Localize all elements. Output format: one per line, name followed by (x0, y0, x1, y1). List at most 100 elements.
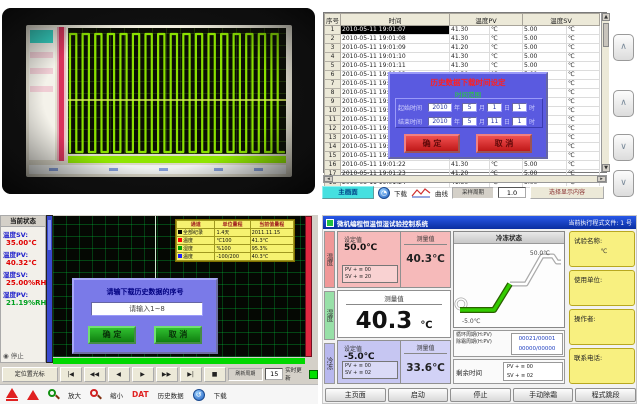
download-label[interactable]: 下载 (394, 189, 407, 198)
full-view-icon[interactable] (6, 388, 18, 401)
value-cell[interactable]: ℃ (565, 88, 601, 98)
curve-nav-button[interactable]: ▶ (131, 366, 154, 382)
row-index-cell[interactable]: 6 (324, 70, 341, 80)
stop-button[interactable]: 停止 (450, 388, 511, 402)
value-cell[interactable]: ℃ (565, 133, 601, 143)
value-cell[interactable]: ℃ (565, 79, 601, 89)
zoom-in-label[interactable]: 放大 (68, 391, 81, 400)
date-field[interactable] (462, 102, 478, 112)
table-vscrollbar[interactable]: ▲ ▼ (601, 13, 610, 172)
table-row[interactable]: 4 2010-05-11 19:01:10 41.30 ℃ 5.00 ℃ (324, 52, 601, 62)
value-cell[interactable]: 5.00 (522, 43, 567, 53)
value-cell[interactable]: 41.30 (449, 61, 490, 71)
row-index-cell[interactable]: 8 (324, 88, 341, 98)
date-field[interactable] (512, 116, 528, 126)
value-cell[interactable]: 5.00 (522, 25, 567, 35)
value-cell[interactable]: 5.00 (522, 160, 567, 170)
page-up-button[interactable]: ∧ (613, 34, 634, 61)
time-cell[interactable]: 2010-05-11 19:01:11 (340, 61, 450, 71)
date-field[interactable] (462, 116, 478, 126)
row-index-cell[interactable]: 4 (324, 52, 341, 62)
info-card[interactable]: 使用单位: (569, 270, 635, 306)
program-skip-button[interactable]: 程式跳段 (575, 388, 636, 402)
time-cell[interactable]: 2010-05-11 19:01:10 (340, 52, 450, 62)
value-cell[interactable]: ℃ (489, 34, 523, 44)
value-cell[interactable]: ℃ (489, 25, 523, 35)
value-cell[interactable]: 5.00 (522, 34, 567, 44)
row-index-cell[interactable]: 15 (324, 151, 341, 161)
col-temp-pv[interactable]: 温度PV (449, 13, 523, 26)
zoom-out-label[interactable]: 缩小 (110, 391, 123, 400)
freeze-ramp-box[interactable]: PV + ≡ 00 SV + ≡ 02 (342, 361, 398, 379)
page-down-button[interactable]: ∨ (613, 134, 634, 161)
row-index-cell[interactable]: 16 (324, 160, 341, 170)
page-down-button[interactable]: ∨ (613, 170, 634, 197)
info-card[interactable]: 操作者: (569, 309, 635, 345)
ok-button[interactable]: 确 定 (88, 326, 136, 344)
value-cell[interactable]: ℃ (565, 25, 601, 35)
main-screen-button[interactable]: 主画面 (322, 186, 374, 199)
value-cell[interactable]: 41.20 (449, 43, 490, 53)
row-index-cell[interactable]: 14 (324, 142, 341, 152)
row-index-cell[interactable]: 2 (324, 34, 341, 44)
table-row[interactable]: 1 2010-05-11 19:01:07 41.30 ℃ 5.00 ℃ (324, 25, 601, 35)
date-field[interactable] (487, 116, 503, 126)
time-cell[interactable]: 2010-05-11 19:01:08 (340, 34, 450, 44)
value-cell[interactable]: 5.00 (522, 52, 567, 62)
date-field[interactable] (428, 102, 452, 112)
value-cell[interactable]: ℃ (489, 52, 523, 62)
cancel-button[interactable]: 取 消 (154, 326, 202, 344)
scroll-right-icon[interactable]: ▸ (597, 176, 606, 182)
info-card[interactable]: 试验名称: ℃ (569, 231, 635, 267)
value-cell[interactable]: 5.00 (522, 61, 567, 71)
curve-nav-button[interactable]: ■ (203, 366, 226, 382)
main-page-button[interactable]: 主页面 (325, 388, 386, 402)
table-row[interactable]: 2 2010-05-11 19:01:08 41.30 ℃ 5.00 ℃ (324, 34, 601, 44)
scroll-down-icon[interactable]: ▼ (602, 164, 610, 172)
zoom-in-icon[interactable] (48, 389, 60, 400)
curve-nav-button[interactable]: ◀◀ (83, 366, 106, 382)
date-field[interactable] (428, 116, 452, 126)
col-no[interactable]: 序号 (324, 13, 341, 26)
manual-defrost-button[interactable]: 手动除霜 (512, 388, 574, 402)
start-button[interactable]: 启动 (387, 388, 449, 402)
curve-label[interactable]: 曲线 (435, 189, 448, 198)
value-cell[interactable]: ℃ (565, 70, 601, 80)
value-cell[interactable]: 41.30 (449, 52, 490, 62)
value-cell[interactable]: ℃ (565, 124, 601, 134)
dat-label[interactable]: DAT (132, 390, 149, 399)
tab-humidity[interactable]: 湿度 (324, 291, 335, 340)
select-display-button[interactable]: 选择显示内容 (530, 186, 604, 199)
value-cell[interactable]: ℃ (565, 106, 601, 116)
time-cell[interactable]: 2010-05-11 19:01:22 (340, 160, 450, 170)
sidebar-scroll-thumb[interactable] (48, 220, 51, 250)
curve-nav-button[interactable]: ▶| (179, 366, 202, 382)
globe-icon[interactable]: ◔ (378, 186, 390, 199)
up-triangle-icon[interactable] (27, 389, 39, 400)
cancel-button[interactable]: 取 消 (476, 134, 532, 153)
date-field[interactable] (487, 102, 503, 112)
value-cell[interactable]: ℃ (489, 61, 523, 71)
row-index-cell[interactable]: 11 (324, 115, 341, 125)
value-cell[interactable]: ℃ (565, 97, 601, 107)
date-field[interactable] (512, 102, 528, 112)
tab-freeze[interactable]: 冷冻 (324, 343, 335, 384)
value-cell[interactable]: ℃ (489, 160, 523, 170)
scroll-thumb[interactable] (603, 23, 609, 47)
time-cell[interactable]: 2010-05-11 19:01:09 (340, 43, 450, 53)
zoom-out-icon[interactable] (90, 389, 102, 400)
row-index-cell[interactable]: 12 (324, 124, 341, 134)
row-index-cell[interactable]: 5 (324, 61, 341, 71)
history-data-label[interactable]: 历史数据 (157, 391, 184, 400)
sample-period-input[interactable] (498, 187, 526, 198)
ok-button[interactable]: 确 定 (404, 134, 460, 153)
history-number-input[interactable] (91, 302, 203, 316)
locate-cursor-button[interactable]: 定位置光标 (2, 366, 58, 382)
info-card[interactable]: 联系电话: (569, 348, 635, 384)
value-cell[interactable]: ℃ (565, 151, 601, 161)
row-index-cell[interactable]: 9 (324, 97, 341, 107)
scroll-up-icon[interactable]: ▲ (602, 13, 610, 21)
value-cell[interactable]: ℃ (565, 43, 601, 53)
value-cell[interactable]: ℃ (565, 52, 601, 62)
refresh-period-input[interactable] (265, 368, 284, 380)
